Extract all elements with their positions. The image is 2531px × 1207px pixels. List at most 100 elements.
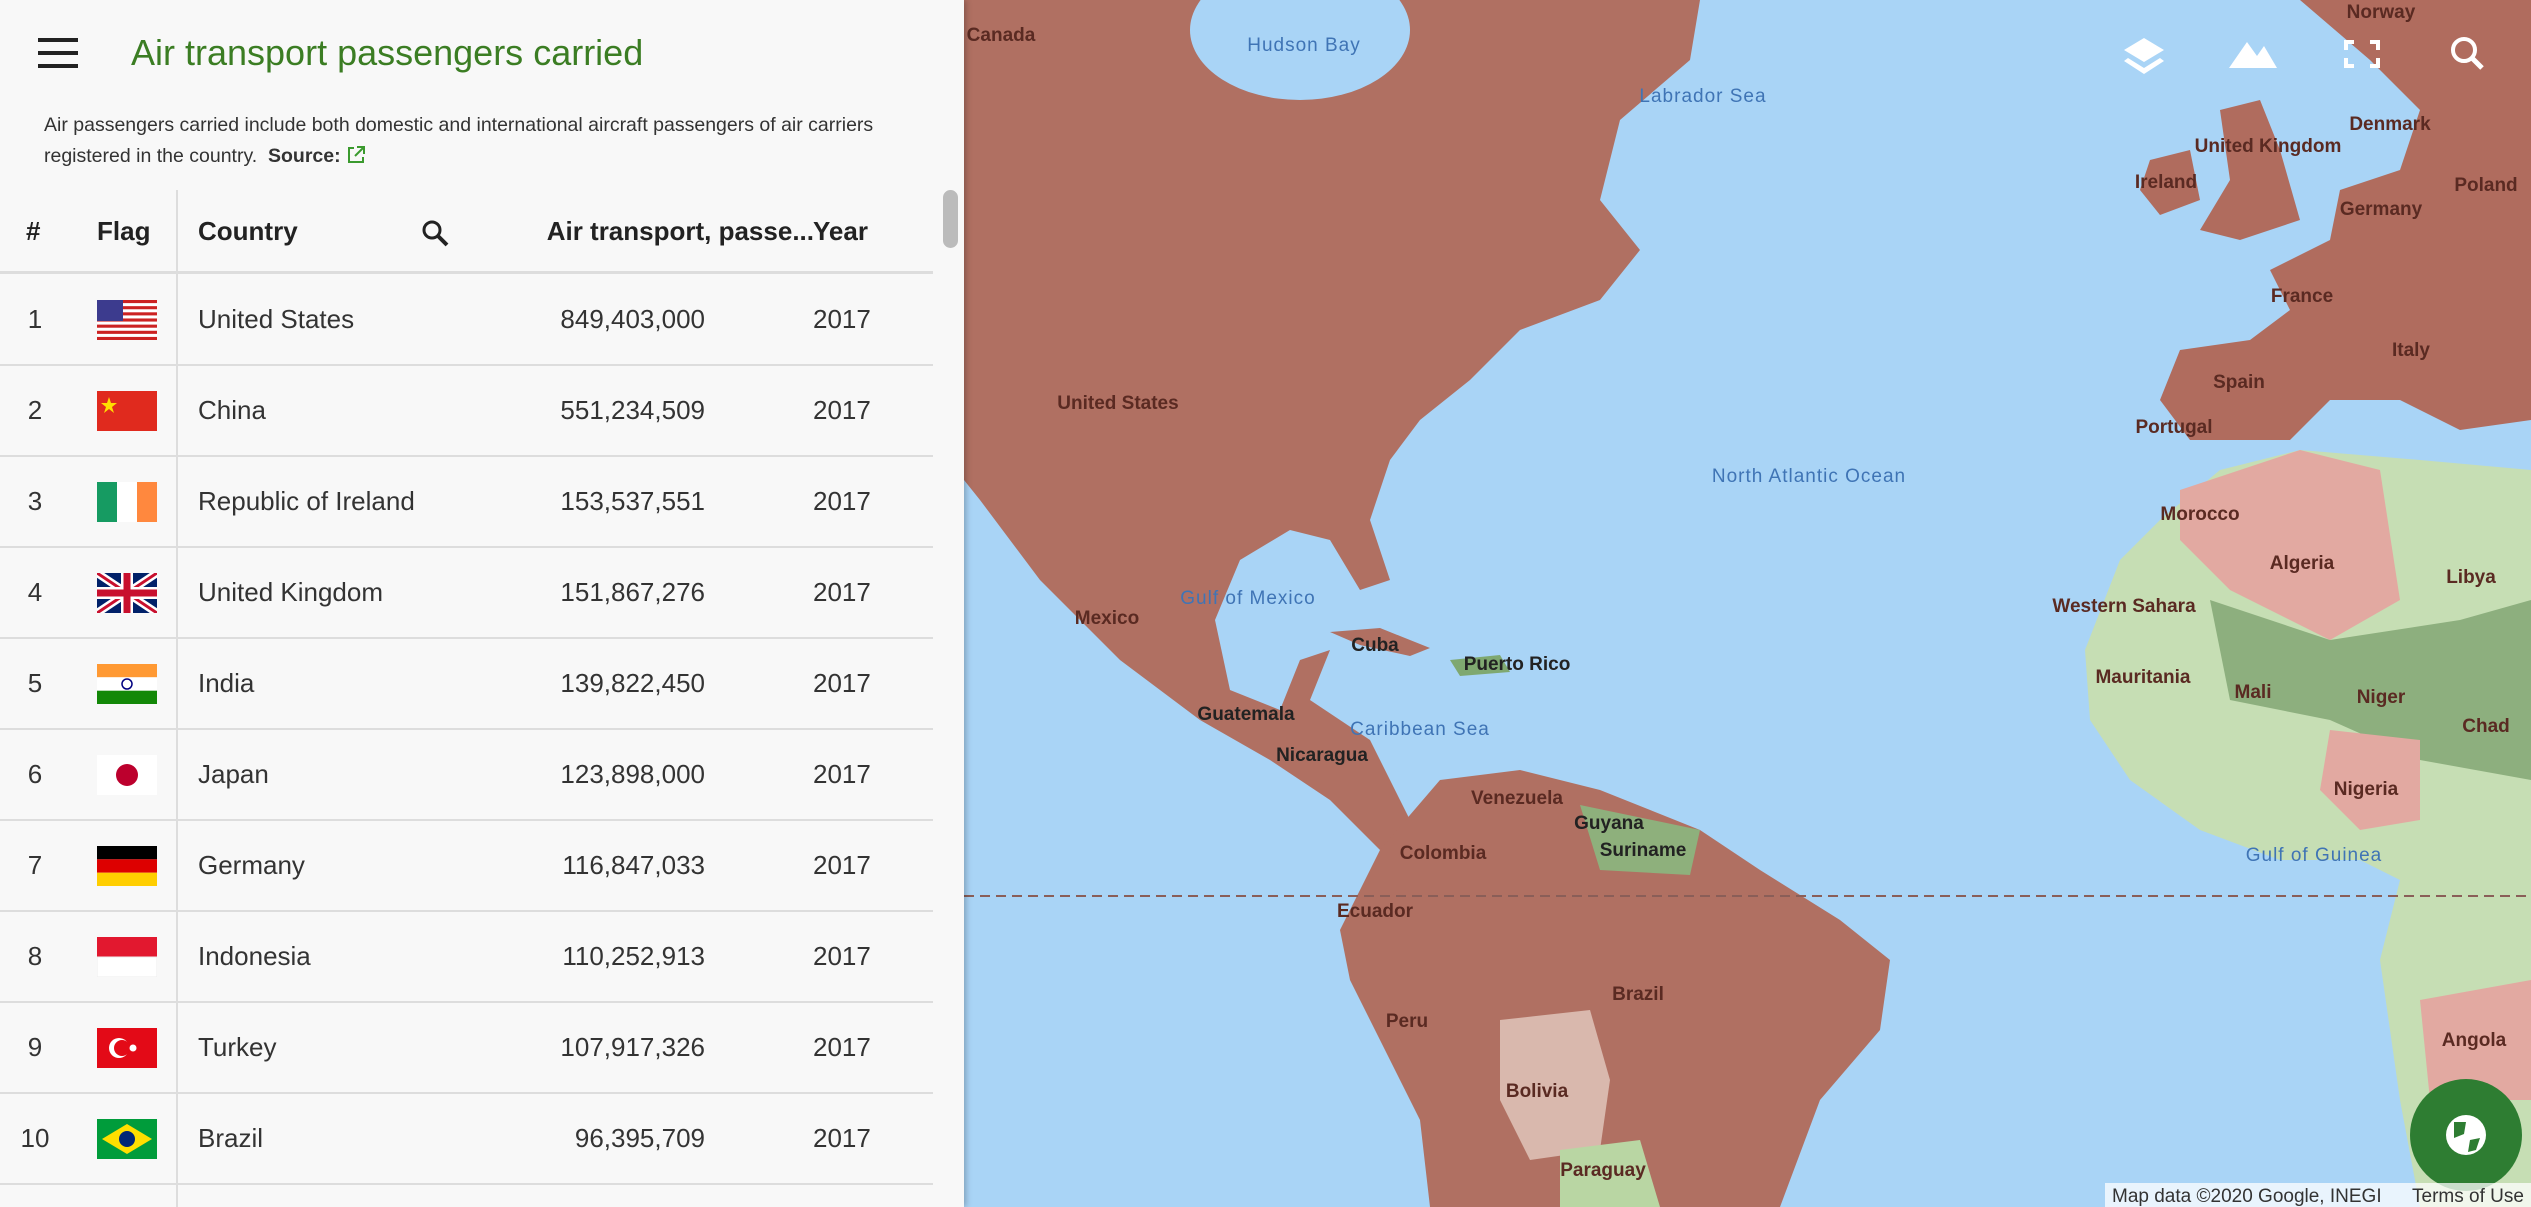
rank: 2 (27, 395, 43, 425)
column-divider (176, 190, 178, 1207)
rank: 6 (27, 759, 43, 789)
country[interactable]: Indonesia (198, 941, 311, 971)
map-label: France (2271, 286, 2333, 307)
layers-button[interactable] (2124, 38, 2164, 74)
value: 551,234,509 (560, 395, 705, 425)
map-label: Labrador Sea (1639, 86, 1766, 107)
row-divider (0, 1001, 933, 1003)
description: Air passengers carried include both dome… (44, 110, 924, 172)
page-title: Air transport passengers carried (131, 32, 644, 73)
map-label: Germany (2340, 199, 2423, 220)
rank: 5 (27, 668, 43, 698)
column-search[interactable] (420, 218, 450, 248)
column-header[interactable]: Air transport, passe... (546, 216, 814, 246)
row-divider (0, 1183, 933, 1185)
map-label: Nigeria (2334, 779, 2399, 800)
map-label: Western Sahara (2052, 596, 2196, 617)
map-controls (2124, 37, 2484, 74)
column-header[interactable]: Year (813, 216, 868, 246)
attribution-bar (2105, 1183, 2531, 1207)
value: 849,403,000 (560, 304, 705, 334)
map-label: Norway (2347, 2, 2416, 23)
value: 151,867,276 (560, 577, 705, 607)
search-button[interactable] (2451, 37, 2484, 70)
flag (97, 391, 157, 431)
map-label: Nicaragua (1276, 745, 1368, 766)
row-divider (0, 364, 933, 366)
country[interactable]: Republic of Ireland (198, 486, 415, 516)
country[interactable]: India (198, 668, 255, 698)
map-label: Poland (2454, 175, 2517, 196)
side-panel: Air transport passengers carried Air pas… (0, 0, 964, 1207)
map-label: Hudson Bay (1247, 35, 1361, 56)
source-link[interactable] (346, 145, 366, 165)
flag (97, 664, 157, 704)
column-header[interactable]: Flag (97, 216, 151, 246)
flag (97, 1119, 157, 1159)
map-label: Denmark (2349, 114, 2431, 135)
map-label: Libya (2446, 567, 2496, 588)
column-header[interactable]: Country (198, 216, 298, 246)
fullscreen-button[interactable] (2344, 40, 2380, 68)
rank: 10 (20, 1123, 50, 1153)
map-label: Italy (2392, 340, 2430, 361)
value: 107,917,326 (560, 1032, 705, 1062)
value: 139,822,450 (560, 668, 705, 698)
map-label: Mexico (1075, 608, 1139, 629)
country[interactable]: Turkey (198, 1032, 277, 1062)
row-divider (0, 637, 933, 639)
rank: 9 (27, 1032, 43, 1062)
year: 2017 (813, 941, 871, 971)
map-label: Guatemala (1197, 704, 1295, 725)
column-header[interactable]: # (26, 216, 41, 246)
map-attribution: Map data ©2020 Google, INEGI (2112, 1186, 2382, 1207)
year: 2017 (813, 486, 871, 516)
country[interactable]: United Kingdom (198, 577, 383, 607)
country[interactable]: China (198, 395, 266, 425)
terrain-button[interactable] (2229, 42, 2277, 68)
map-label: Cuba (1351, 635, 1399, 656)
value: 110,252,913 (562, 941, 705, 971)
row-divider (0, 455, 933, 457)
value: 96,395,709 (574, 1123, 705, 1153)
map-label: North Atlantic Ocean (1712, 466, 1906, 487)
row-divider (0, 819, 933, 821)
description-text: Air passengers carried include both dome… (44, 114, 874, 167)
map-label: Algeria (2270, 553, 2335, 574)
country[interactable]: United States (198, 304, 355, 334)
map-label: Niger (2357, 687, 2406, 708)
map-label: Suriname (1600, 840, 1687, 861)
map-label: Puerto Rico (1464, 654, 1571, 675)
value: 153,537,551 (560, 486, 705, 516)
flag (96, 937, 158, 978)
row-divider (0, 728, 933, 730)
map-label: Mauritania (2095, 667, 2190, 688)
map-label: Ireland (2135, 172, 2197, 193)
map-label: Canada (967, 25, 1036, 46)
menu-button[interactable] (38, 38, 78, 68)
country[interactable]: Brazil (198, 1123, 264, 1153)
row-divider (0, 546, 933, 548)
map-label: Spain (2213, 372, 2265, 393)
map-label: Bolivia (1506, 1081, 1569, 1102)
value: 116,847,033 (562, 850, 705, 880)
flag (97, 300, 157, 341)
year: 2017 (813, 668, 871, 698)
country[interactable]: Japan (198, 759, 269, 789)
map[interactable]: Canada Hudson Bay Labrador Sea United State… (964, 0, 2531, 1207)
map-label: Ecuador (1337, 901, 1414, 922)
map-terms[interactable]: Terms of Use (2412, 1186, 2524, 1207)
year: 2017 (813, 850, 871, 880)
map-label: Mali (2235, 682, 2272, 703)
scrollbar[interactable] (943, 190, 958, 248)
globe-button[interactable] (2410, 1079, 2522, 1191)
value: 123,898,000 (560, 759, 705, 789)
map-label: Chad (2462, 716, 2510, 737)
rank: 4 (27, 577, 43, 607)
country[interactable]: Germany (198, 850, 305, 880)
row-divider (0, 910, 933, 912)
map-label: Gulf of Mexico (1180, 588, 1315, 609)
row-divider (0, 1092, 933, 1094)
year: 2017 (813, 1032, 871, 1062)
